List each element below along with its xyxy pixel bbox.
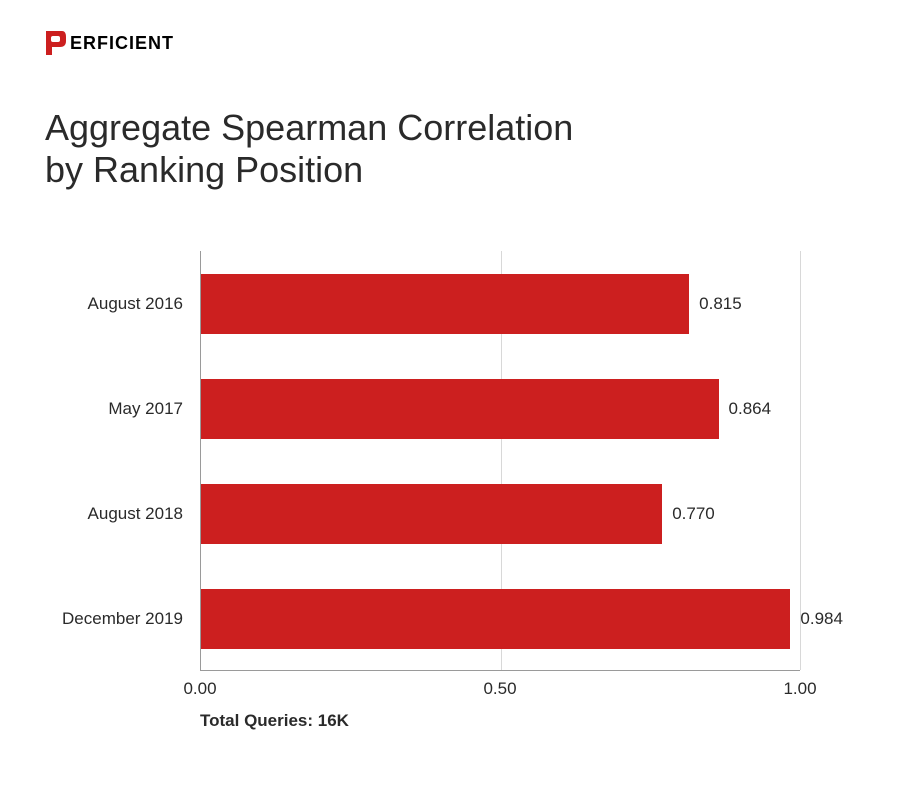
bar-row: 0.864 [201,379,719,439]
bar: 0.984 [201,589,790,649]
brand-logo: ERFICIENT [45,30,855,56]
logo-text: ERFICIENT [70,33,174,54]
bar: 0.864 [201,379,719,439]
x-axis: 0.000.501.00 [200,679,800,709]
x-axis-tick: 0.00 [183,679,216,699]
bar-value-label: 0.815 [699,294,742,314]
chart-title-main: Aggregate Spearman Correlation [45,106,855,149]
y-axis-label: August 2018 [88,504,183,524]
x-axis-tick: 0.50 [483,679,516,699]
y-axis-label: August 2016 [88,294,183,314]
y-axis-label: May 2017 [108,399,183,419]
bar: 0.815 [201,274,689,334]
chart-container: August 2016 0.815 May 2017 0.864 August 2018… [45,251,855,731]
gridline [800,251,801,670]
bar: 0.770 [201,484,662,544]
bar-value-label: 0.770 [672,504,715,524]
logo-p-icon [45,30,67,56]
bar-row: 0.815 [201,274,689,334]
y-axis-label: December 2019 [62,609,183,629]
bar-row: 0.984 [201,589,790,649]
bar-value-label: 0.864 [729,399,772,419]
bar-row: 0.770 [201,484,662,544]
bar-value-label: 0.984 [800,609,843,629]
footer-note: Total Queries: 16K [200,711,800,731]
x-axis-tick: 1.00 [783,679,816,699]
chart-title-sub: by Ranking Position [45,149,855,191]
chart-plot-area: August 20160.815May 20170.864August 2018… [200,251,800,671]
